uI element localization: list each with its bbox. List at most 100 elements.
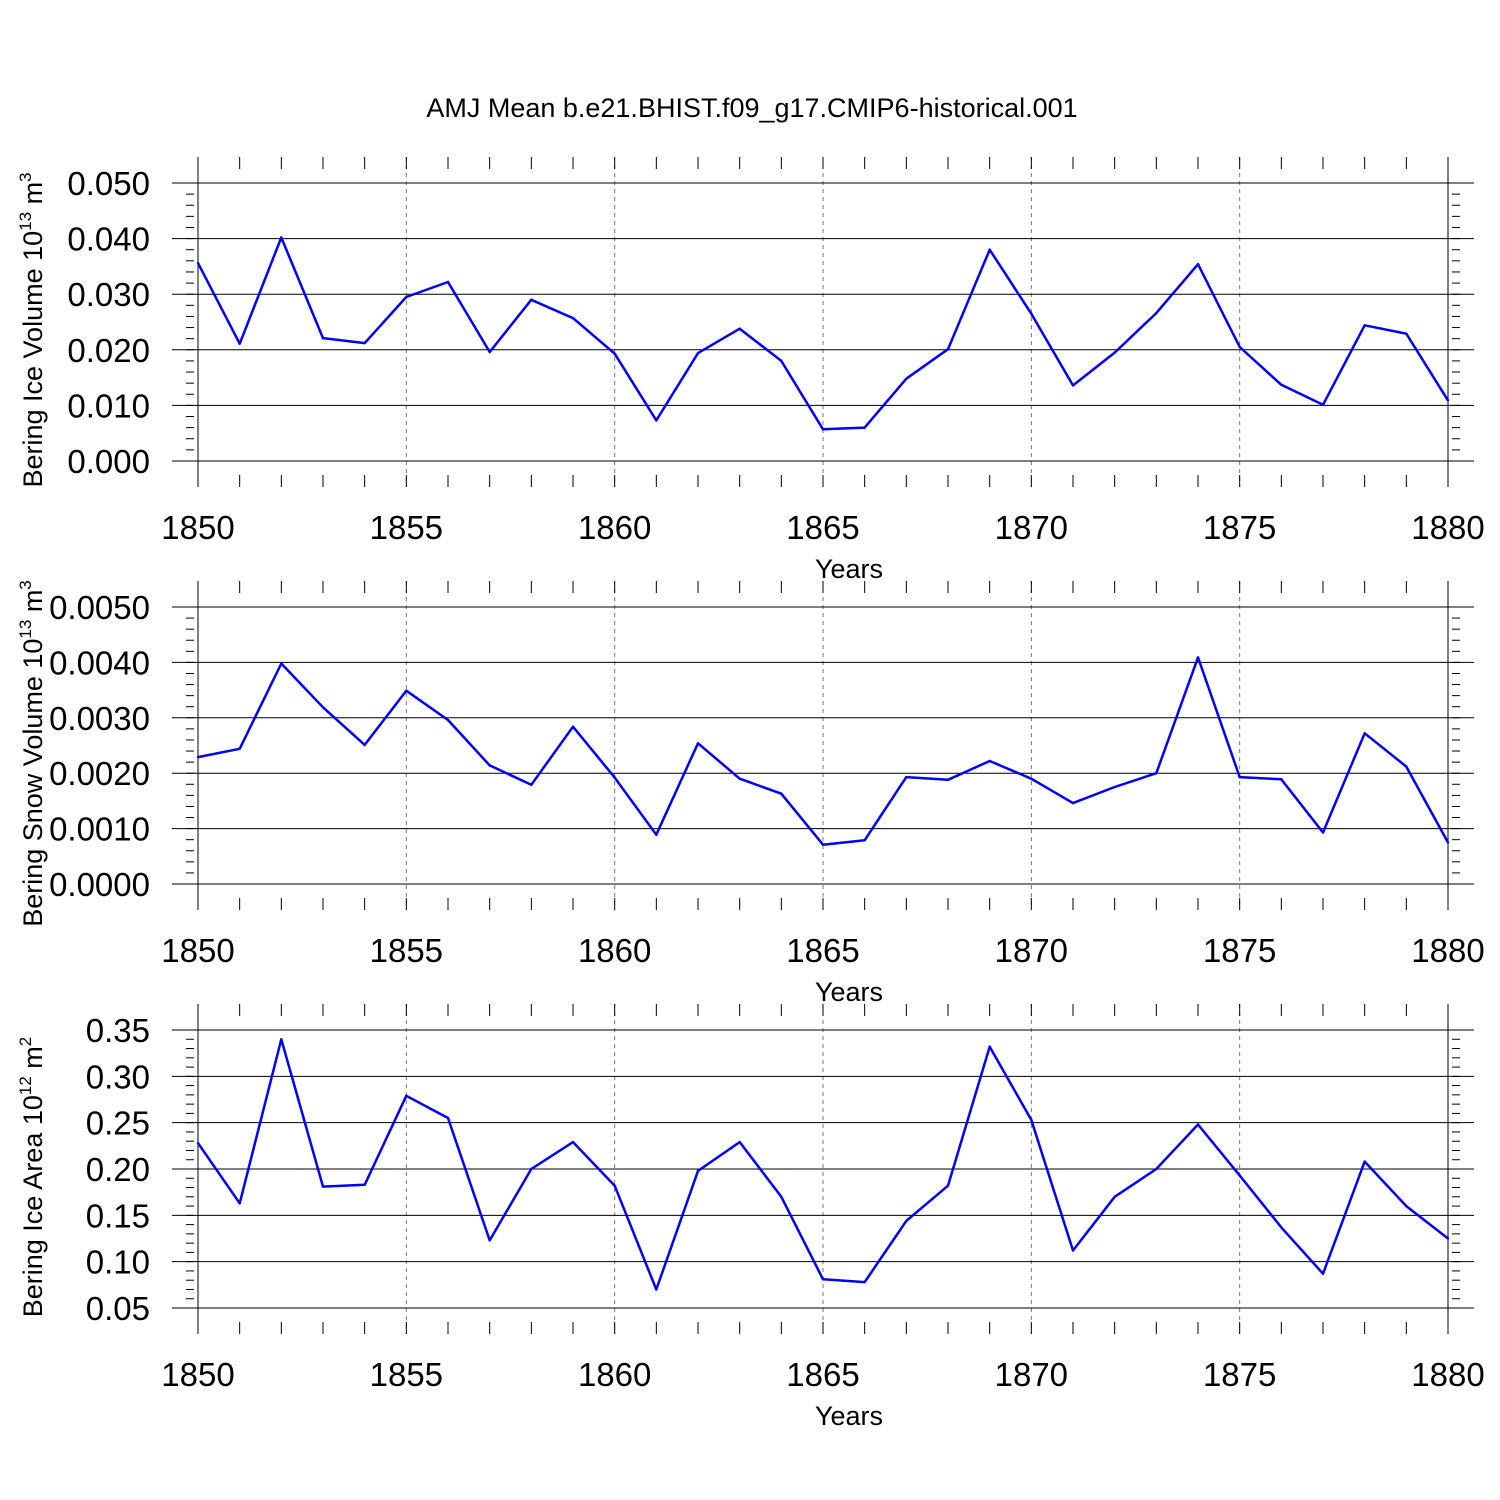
data-point	[738, 777, 741, 780]
y-tick-label: 0.020	[67, 332, 150, 369]
x-tick-label: 1855	[370, 509, 443, 546]
data-point	[405, 1094, 408, 1097]
data-point	[821, 843, 825, 846]
data-point	[446, 280, 450, 284]
y-axis-title: Bering Ice Area 1012 m2	[16, 1037, 48, 1318]
data-point	[363, 341, 366, 345]
x-tick-label: 1865	[786, 932, 859, 969]
data-point	[1113, 1195, 1116, 1199]
data-point	[488, 1239, 491, 1242]
data-point	[1363, 732, 1366, 735]
y-axis-title-ylabel-unit-exp: 3	[16, 580, 35, 589]
data-point	[905, 1219, 908, 1223]
y-axis-title-ylabel-unit: m	[18, 182, 48, 212]
data-point	[613, 776, 616, 779]
data-point	[1321, 403, 1325, 407]
x-tick-label: 1870	[995, 932, 1068, 969]
data-point	[1405, 332, 1408, 335]
data-point	[446, 718, 450, 722]
y-tick-label: 0.000	[67, 443, 150, 480]
x-tick-label: 1860	[578, 1356, 651, 1393]
data-point	[905, 377, 908, 380]
data-point	[946, 1184, 950, 1187]
data-point	[738, 327, 741, 330]
data-point	[1196, 656, 1200, 659]
x-tick-label: 1860	[578, 932, 651, 969]
data-point	[655, 1288, 658, 1291]
data-point	[238, 1202, 241, 1205]
x-axis-title: Years	[815, 1401, 883, 1431]
y-tick-label: 0.050	[67, 165, 150, 202]
data-point	[946, 348, 950, 351]
x-tick-label: 1865	[786, 509, 859, 546]
x-tick-label: 1850	[161, 509, 234, 546]
data-point	[488, 764, 491, 767]
data-point	[1155, 311, 1158, 315]
x-tick-label: 1875	[1203, 932, 1276, 969]
data-point	[988, 759, 991, 763]
y-tick-label: 0.10	[86, 1244, 150, 1281]
data-point	[238, 342, 241, 345]
data-point	[1238, 775, 1241, 779]
chart-title: AMJ Mean b.e21.BHIST.f09_g17.CMIP6-histo…	[426, 93, 1077, 123]
data-point	[1113, 351, 1116, 354]
data-point	[821, 428, 825, 431]
y-axis-title-ylabel-exp: 13	[16, 212, 35, 231]
data-point	[1030, 312, 1033, 315]
chart-panel-2: 0.0000 0.0010 0.0020 0.0030 0.0040 0.0050 1850…	[16, 580, 1485, 1007]
x-tick-label: 1850	[161, 932, 234, 969]
data-point	[1113, 785, 1116, 789]
y-axis-title-ylabel-exp: 13	[16, 620, 35, 639]
y-tick-label: 0.15	[86, 1197, 150, 1234]
data-point	[655, 419, 658, 422]
data-point	[1196, 262, 1200, 266]
x-axis-title: Years	[815, 977, 883, 1007]
data-point	[280, 236, 283, 239]
data-point	[1196, 1123, 1200, 1126]
x-tick-label: 1880	[1411, 509, 1484, 546]
data-point	[321, 336, 325, 340]
data-point	[405, 295, 408, 299]
data-point	[363, 1183, 366, 1186]
data-point	[1321, 831, 1325, 834]
data-point	[738, 1140, 741, 1144]
data-point	[1446, 399, 1450, 402]
data-point	[196, 261, 200, 265]
data-point	[1405, 1204, 1408, 1208]
data-point	[1030, 1118, 1033, 1122]
x-tick-label: 1880	[1411, 1356, 1484, 1393]
data-point	[1071, 384, 1075, 387]
y-tick-label: 0.0030	[49, 700, 150, 737]
data-point	[446, 1116, 450, 1120]
y-axis-title-ylabel-unit: m	[18, 590, 48, 620]
data-point	[655, 833, 658, 836]
data-point	[488, 350, 491, 354]
chart-panel-3: 0.05 0.10 0.15 0.20 0.25 0.30 0.35 1850 1855 1860…	[16, 1004, 1485, 1431]
y-tick-label: 0.0020	[49, 755, 150, 792]
data-point	[696, 351, 700, 355]
x-tick-label: 1875	[1203, 1356, 1276, 1393]
data-point	[1155, 772, 1158, 775]
data-point	[238, 747, 241, 751]
y-tick-label: 0.0050	[49, 589, 150, 626]
data-point	[613, 1184, 616, 1187]
data-point	[1280, 778, 1283, 781]
data-point	[988, 1045, 991, 1048]
data-point	[1405, 765, 1408, 768]
data-point	[863, 839, 866, 842]
data-point	[1446, 1237, 1450, 1240]
x-tick-label: 1875	[1203, 509, 1276, 546]
data-point	[321, 706, 325, 709]
data-point	[1363, 1160, 1366, 1163]
x-tick-label: 1850	[161, 1356, 234, 1393]
data-point	[988, 248, 991, 251]
data-point	[1363, 324, 1366, 327]
y-tick-label: 0.35	[86, 1012, 150, 1049]
y-tick-label: 0.030	[67, 276, 150, 313]
data-point	[696, 1169, 700, 1173]
data-point	[1446, 841, 1450, 844]
data-point	[280, 1038, 283, 1041]
y-tick-label: 0.05	[86, 1290, 150, 1327]
chart-panel-1: 0.000 0.010 0.020 0.030 0.040 0.050 1850 1855 18…	[16, 157, 1485, 584]
